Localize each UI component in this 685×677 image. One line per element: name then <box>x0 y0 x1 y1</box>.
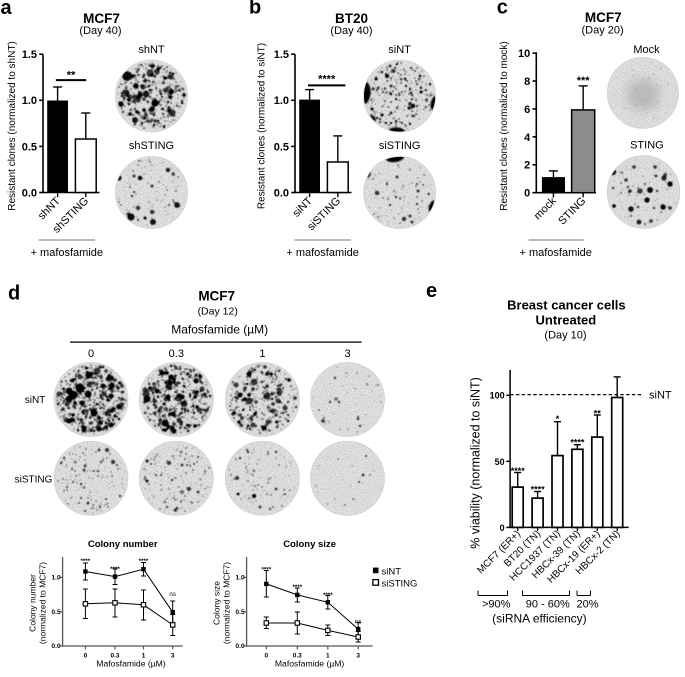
svg-text:0: 0 <box>264 652 268 659</box>
svg-text:6: 6 <box>524 104 530 116</box>
svg-text:0.3: 0.3 <box>169 348 184 360</box>
svg-text:****: **** <box>531 484 546 494</box>
svg-text:ns: ns <box>169 591 176 598</box>
svg-text:Breast cancer cells: Breast cancer cells <box>507 297 626 312</box>
svg-text:3: 3 <box>344 348 350 360</box>
svg-text:****: **** <box>81 558 91 565</box>
svg-text:0.5: 0.5 <box>274 141 289 153</box>
svg-text:% viability (normalized to siN: % viability (normalized to siNT) <box>469 377 483 549</box>
svg-text:Untreated: Untreated <box>536 312 597 327</box>
svg-text:siNT: siNT <box>382 566 402 577</box>
svg-text:Mafosfamide (µM): Mafosfamide (µM) <box>171 323 268 337</box>
svg-text:MCF7: MCF7 <box>83 11 120 26</box>
svg-text:Resistant clones (normalized t: Resistant clones (normalized to mock) <box>499 41 510 211</box>
svg-text:+ mafosfamide: + mafosfamide <box>286 247 358 259</box>
svg-text:>90%: >90% <box>482 599 511 611</box>
svg-text:siNT: siNT <box>649 390 672 402</box>
svg-text:Mafosfamide (µM): Mafosfamide (µM) <box>96 658 166 668</box>
svg-text:0.3: 0.3 <box>293 652 302 659</box>
svg-text:1.5: 1.5 <box>274 49 289 61</box>
svg-text:0.3: 0.3 <box>110 652 119 659</box>
svg-text:****: **** <box>139 558 149 565</box>
svg-text:90 - 60%: 90 - 60% <box>526 599 570 611</box>
svg-text:****: **** <box>323 592 333 599</box>
svg-text:0: 0 <box>500 523 505 533</box>
svg-text:a: a <box>1 0 13 19</box>
svg-text:+ mafosfamide: + mafosfamide <box>519 247 591 259</box>
svg-text:0.0: 0.0 <box>22 187 37 199</box>
svg-text:3: 3 <box>171 652 175 659</box>
svg-text:Colony number: Colony number <box>88 539 158 550</box>
svg-text:****: **** <box>261 567 271 574</box>
svg-text:0.0: 0.0 <box>52 643 61 650</box>
svg-text:1: 1 <box>259 348 265 360</box>
svg-text:d: d <box>8 282 20 304</box>
svg-text:MCF7: MCF7 <box>198 288 235 303</box>
svg-text:e: e <box>426 280 437 302</box>
svg-text:1.0: 1.0 <box>22 95 37 107</box>
svg-text:Mock: Mock <box>633 44 660 56</box>
svg-text:Colony size: Colony size <box>283 539 336 550</box>
svg-text:Resistant clones (normalized t: Resistant clones (normalized to shNT) <box>7 41 18 211</box>
svg-text:3: 3 <box>356 652 360 659</box>
svg-text:8: 8 <box>524 76 530 88</box>
svg-text:siSTING: siSTING <box>382 578 418 589</box>
svg-text:b: b <box>249 0 261 19</box>
svg-text:Colony size: Colony size <box>212 581 222 625</box>
svg-text:1.0: 1.0 <box>274 95 289 107</box>
svg-text:50: 50 <box>495 457 505 467</box>
svg-text:****: **** <box>570 437 585 447</box>
svg-text:siSTING: siSTING <box>15 474 53 485</box>
svg-text:0: 0 <box>84 652 88 659</box>
svg-text:shSTING: shSTING <box>129 140 174 152</box>
svg-text:(Day 12): (Day 12) <box>198 306 238 318</box>
svg-text:Colony number: Colony number <box>28 574 38 632</box>
svg-text:1: 1 <box>142 652 146 659</box>
svg-text:STING: STING <box>630 140 664 152</box>
svg-text:100: 100 <box>490 391 505 401</box>
svg-text:**: ** <box>67 70 76 82</box>
svg-text:4: 4 <box>524 132 531 144</box>
svg-text:0.5: 0.5 <box>22 141 37 153</box>
svg-text:0.0: 0.0 <box>274 187 289 199</box>
svg-text:2: 2 <box>524 160 530 172</box>
svg-text:0.5: 0.5 <box>236 609 245 616</box>
svg-text:ns: ns <box>355 618 362 625</box>
svg-text:****: **** <box>292 584 302 591</box>
svg-text:1.0: 1.0 <box>236 575 245 582</box>
svg-text:BT20: BT20 <box>335 11 368 26</box>
svg-text:1.5: 1.5 <box>22 49 37 61</box>
svg-text:**: ** <box>594 408 602 418</box>
svg-text:(siRNA efficiency): (siRNA efficiency) <box>492 612 586 626</box>
svg-text:shNT: shNT <box>138 44 165 56</box>
svg-text:***: *** <box>577 75 591 87</box>
svg-text:0: 0 <box>88 348 94 360</box>
svg-text:*: * <box>556 414 560 424</box>
svg-text:(normalized to MCF7): (normalized to MCF7) <box>38 562 48 644</box>
svg-text:0.0: 0.0 <box>236 643 245 650</box>
svg-text:0.5: 0.5 <box>52 609 61 616</box>
svg-text:MCF7: MCF7 <box>585 10 622 25</box>
svg-text:(Day 10): (Day 10) <box>544 329 586 341</box>
svg-text:(Day 40): (Day 40) <box>79 25 121 37</box>
svg-text:Resistant clones (normalized t: Resistant clones (normalized to siNT) <box>257 43 268 209</box>
svg-text:Mafosfamide (µM): Mafosfamide (µM) <box>275 658 345 668</box>
svg-text:20%: 20% <box>576 599 598 611</box>
svg-text:1: 1 <box>326 652 330 659</box>
svg-text:(Day 40): (Day 40) <box>330 25 372 37</box>
svg-text:c: c <box>497 0 508 19</box>
svg-text:****: **** <box>511 466 526 476</box>
svg-text:(normalized to MCF7): (normalized to MCF7) <box>222 562 232 644</box>
svg-text:1.0: 1.0 <box>52 575 61 582</box>
svg-text:siSTING: siSTING <box>379 140 421 152</box>
svg-text:****: **** <box>318 73 336 85</box>
svg-text:0: 0 <box>524 188 530 200</box>
svg-text:siNT: siNT <box>25 395 46 406</box>
svg-text:siNT: siNT <box>388 44 411 56</box>
svg-text:10: 10 <box>518 48 530 60</box>
svg-text:****: **** <box>110 566 120 573</box>
svg-text:(Day 20): (Day 20) <box>582 25 624 37</box>
svg-text:+ mafosfamide: + mafosfamide <box>31 247 103 259</box>
